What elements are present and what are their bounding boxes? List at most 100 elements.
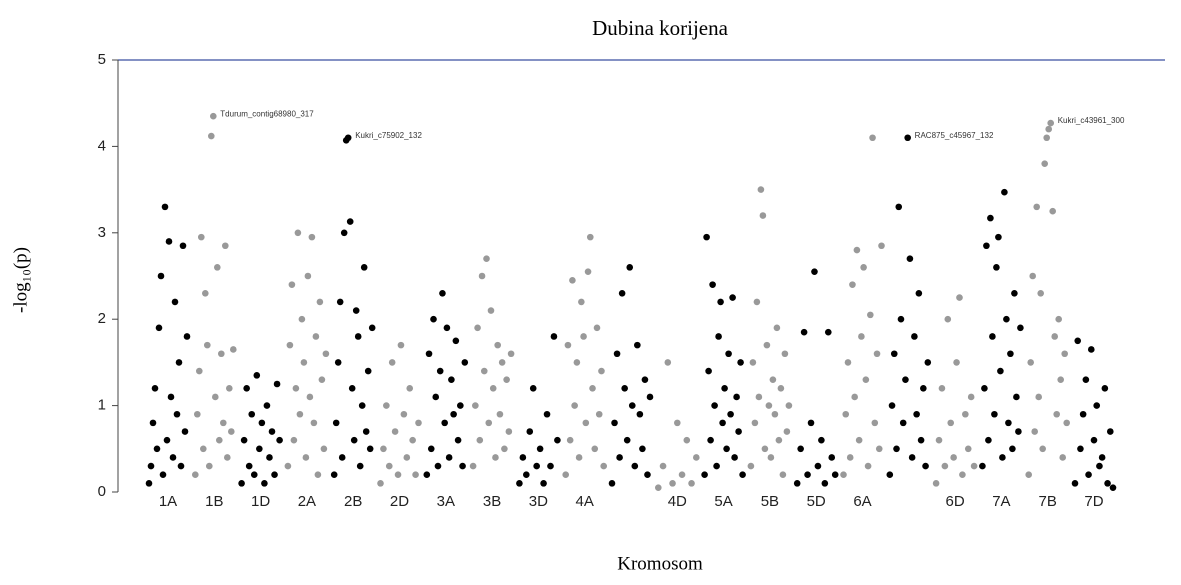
snp-point bbox=[306, 393, 314, 401]
snp-point bbox=[550, 333, 558, 340]
snp-point bbox=[715, 333, 722, 340]
snp-point bbox=[533, 462, 540, 470]
snp-point bbox=[747, 462, 755, 470]
snp-point bbox=[844, 359, 852, 366]
snp-point bbox=[250, 471, 258, 479]
x-tick-label: 4A bbox=[576, 493, 594, 510]
snp-point bbox=[989, 333, 996, 340]
snp-point bbox=[320, 445, 328, 453]
x-tick-label: 6A bbox=[853, 493, 871, 510]
snp-point bbox=[300, 359, 308, 366]
snp-point bbox=[354, 333, 362, 340]
snp-point bbox=[173, 410, 181, 418]
snp-point bbox=[678, 471, 686, 479]
snp-point bbox=[811, 268, 818, 275]
snp-point bbox=[705, 367, 712, 375]
snp-point bbox=[717, 298, 724, 306]
snp-point bbox=[1059, 454, 1066, 461]
snp-point bbox=[767, 454, 775, 461]
snp-point bbox=[450, 410, 457, 418]
snp-point bbox=[1043, 134, 1050, 142]
snp-point bbox=[554, 436, 561, 444]
snp-point bbox=[218, 350, 225, 358]
snp-point bbox=[761, 445, 769, 453]
snp-point bbox=[183, 333, 191, 340]
snp-point bbox=[1035, 393, 1042, 401]
snp-point bbox=[1087, 346, 1095, 353]
snp-point bbox=[298, 315, 306, 323]
snp-point bbox=[613, 350, 621, 358]
snp-point bbox=[769, 376, 777, 383]
snp-point bbox=[906, 255, 914, 263]
snp-point bbox=[701, 471, 708, 479]
snp-point bbox=[167, 393, 175, 401]
snp-point bbox=[639, 445, 646, 453]
snp-point bbox=[721, 385, 728, 392]
snp-point bbox=[364, 367, 372, 375]
snp-point bbox=[284, 462, 292, 470]
snp-point bbox=[783, 428, 791, 435]
snp-point bbox=[855, 436, 863, 444]
snp-point bbox=[853, 246, 861, 254]
snp-point bbox=[350, 436, 358, 444]
snp-point bbox=[586, 233, 594, 241]
snp-point bbox=[412, 471, 419, 479]
snp-point bbox=[362, 428, 370, 435]
snp-point bbox=[334, 359, 342, 366]
snp-point bbox=[860, 264, 867, 271]
snp-point bbox=[917, 436, 925, 444]
snp-point bbox=[1061, 350, 1068, 358]
snp-point bbox=[941, 462, 949, 470]
snp-point bbox=[171, 298, 179, 306]
snp-point bbox=[273, 380, 281, 388]
snp-point bbox=[908, 454, 916, 461]
snp-point bbox=[959, 471, 966, 479]
snp-point bbox=[226, 385, 233, 392]
snp-point bbox=[616, 454, 623, 461]
snp-point bbox=[719, 419, 726, 427]
snp-point bbox=[723, 445, 730, 453]
snp-point bbox=[895, 203, 903, 211]
snp-point bbox=[472, 402, 479, 409]
snp-point bbox=[452, 337, 460, 345]
snp-point bbox=[1063, 419, 1070, 427]
snp-point bbox=[878, 242, 885, 250]
y-tick-label: 1 bbox=[98, 397, 106, 414]
snp-point bbox=[302, 454, 310, 461]
snp-point bbox=[245, 462, 253, 470]
snp-point bbox=[987, 214, 994, 222]
y-tick-label: 5 bbox=[98, 51, 106, 68]
snp-point bbox=[1049, 207, 1056, 215]
snp-point bbox=[519, 454, 527, 461]
snp-annotation: RAC875_c45967_132 bbox=[915, 131, 994, 140]
snp-point bbox=[443, 324, 451, 332]
snp-point bbox=[711, 402, 718, 409]
snp-point bbox=[993, 264, 1000, 271]
snp-point bbox=[753, 298, 761, 306]
snp-point bbox=[674, 419, 681, 427]
snp-point bbox=[763, 341, 771, 349]
snp-point bbox=[641, 376, 649, 383]
snp-point bbox=[631, 462, 639, 470]
snp-point bbox=[920, 385, 927, 392]
snp-point bbox=[593, 324, 601, 332]
snp-point bbox=[902, 376, 909, 383]
snp-point bbox=[824, 328, 832, 336]
snp-point bbox=[636, 410, 644, 418]
snp-point bbox=[707, 436, 714, 444]
snp-point bbox=[310, 419, 318, 427]
snp-point bbox=[296, 410, 304, 418]
snp-point bbox=[478, 272, 486, 280]
snp-point bbox=[489, 385, 497, 392]
snp-point bbox=[427, 445, 435, 453]
snp-point bbox=[1017, 324, 1024, 332]
snp-point bbox=[646, 393, 654, 401]
snp-point bbox=[340, 229, 348, 237]
snp-point bbox=[967, 393, 975, 401]
snp-point bbox=[214, 264, 221, 271]
snp-point bbox=[846, 454, 854, 461]
x-tick-label: 1A bbox=[159, 493, 177, 510]
snp-point bbox=[288, 281, 296, 288]
x-tick-label: 3D bbox=[529, 493, 548, 510]
